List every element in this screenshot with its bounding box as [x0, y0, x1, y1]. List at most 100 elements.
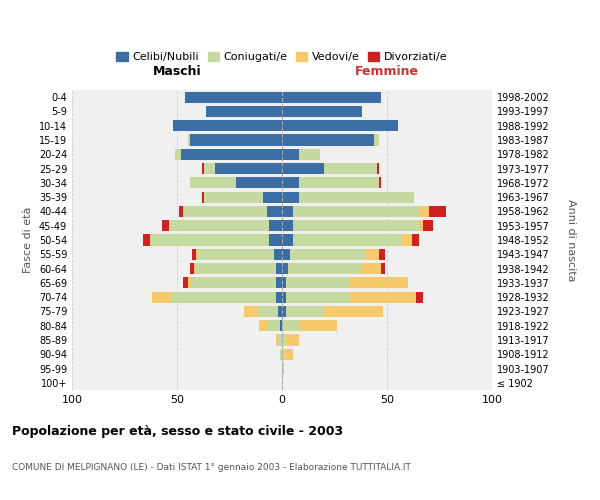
- Bar: [381, 263, 385, 274]
- Bar: [293, 220, 419, 232]
- Bar: [286, 334, 299, 345]
- Bar: [282, 363, 284, 374]
- Bar: [162, 220, 169, 232]
- Bar: [152, 292, 171, 302]
- Bar: [205, 192, 263, 202]
- Bar: [179, 206, 184, 217]
- Bar: [143, 234, 150, 246]
- Bar: [276, 278, 282, 288]
- Bar: [282, 348, 284, 360]
- Bar: [282, 134, 374, 145]
- Bar: [192, 248, 196, 260]
- Bar: [299, 148, 320, 160]
- Bar: [181, 148, 282, 160]
- Y-axis label: Anni di nascita: Anni di nascita: [566, 198, 577, 281]
- Text: Femmine: Femmine: [355, 65, 419, 78]
- Bar: [268, 206, 282, 217]
- Bar: [286, 292, 349, 302]
- Bar: [202, 163, 204, 174]
- Bar: [282, 263, 289, 274]
- Bar: [299, 320, 337, 332]
- Bar: [244, 306, 257, 317]
- Bar: [282, 163, 324, 174]
- Bar: [293, 234, 402, 246]
- Bar: [276, 292, 282, 302]
- Bar: [280, 348, 282, 360]
- Bar: [150, 234, 152, 246]
- Bar: [419, 220, 422, 232]
- Bar: [282, 306, 286, 317]
- Bar: [293, 206, 419, 217]
- Text: Maschi: Maschi: [152, 65, 202, 78]
- Bar: [379, 178, 381, 188]
- Bar: [282, 120, 398, 132]
- Bar: [282, 248, 290, 260]
- Bar: [236, 178, 282, 188]
- Bar: [412, 234, 419, 246]
- Bar: [170, 292, 276, 302]
- Bar: [282, 106, 362, 117]
- Bar: [173, 120, 282, 132]
- Bar: [276, 263, 282, 274]
- Bar: [278, 306, 282, 317]
- Bar: [202, 192, 204, 202]
- Bar: [299, 192, 415, 202]
- Bar: [169, 220, 269, 232]
- Bar: [259, 320, 268, 332]
- Bar: [276, 334, 278, 345]
- Bar: [362, 263, 380, 274]
- Bar: [379, 248, 385, 260]
- Bar: [422, 220, 433, 232]
- Bar: [416, 292, 422, 302]
- Bar: [349, 292, 416, 302]
- Text: Popolazione per età, sesso e stato civile - 2003: Popolazione per età, sesso e stato civil…: [12, 425, 343, 438]
- Bar: [269, 220, 282, 232]
- Bar: [419, 206, 429, 217]
- Bar: [282, 334, 286, 345]
- Bar: [278, 334, 282, 345]
- Bar: [194, 263, 196, 274]
- Bar: [190, 263, 194, 274]
- Bar: [215, 163, 282, 174]
- Bar: [190, 178, 236, 188]
- Bar: [204, 163, 215, 174]
- Bar: [324, 163, 377, 174]
- Text: COMUNE DI MELPIGNANO (LE) - Dati ISTAT 1° gennaio 2003 - Elaborazione TUTTITALIA: COMUNE DI MELPIGNANO (LE) - Dati ISTAT 1…: [12, 463, 411, 472]
- Bar: [282, 192, 299, 202]
- Bar: [402, 234, 412, 246]
- Y-axis label: Fasce di età: Fasce di età: [23, 207, 33, 273]
- Bar: [299, 178, 379, 188]
- Bar: [324, 306, 383, 317]
- Bar: [282, 234, 293, 246]
- Bar: [263, 192, 282, 202]
- Bar: [267, 320, 280, 332]
- Bar: [286, 306, 324, 317]
- Bar: [198, 248, 274, 260]
- Bar: [374, 134, 379, 145]
- Bar: [429, 206, 446, 217]
- Bar: [192, 278, 276, 288]
- Bar: [280, 320, 282, 332]
- Bar: [257, 306, 278, 317]
- Bar: [282, 278, 286, 288]
- Bar: [282, 178, 299, 188]
- Bar: [284, 348, 293, 360]
- Bar: [188, 134, 190, 145]
- Bar: [282, 206, 293, 217]
- Bar: [185, 92, 282, 102]
- Bar: [274, 248, 282, 260]
- Bar: [282, 320, 299, 332]
- Bar: [184, 206, 268, 217]
- Bar: [190, 134, 282, 145]
- Bar: [290, 248, 366, 260]
- Bar: [282, 292, 286, 302]
- Bar: [206, 106, 282, 117]
- Bar: [289, 263, 362, 274]
- Bar: [366, 248, 379, 260]
- Legend: Celibi/Nubili, Coniugati/e, Vedovi/e, Divorziati/e: Celibi/Nubili, Coniugati/e, Vedovi/e, Di…: [112, 48, 452, 67]
- Bar: [269, 234, 282, 246]
- Bar: [196, 248, 198, 260]
- Bar: [349, 278, 408, 288]
- Bar: [152, 234, 269, 246]
- Bar: [282, 92, 381, 102]
